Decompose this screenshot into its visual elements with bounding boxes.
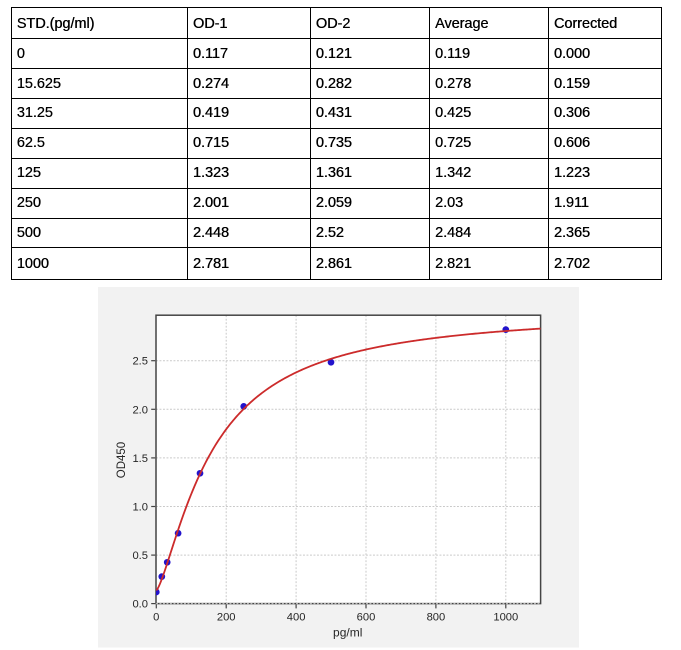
svg-text:1.0: 1.0 [132, 502, 148, 514]
svg-text:2.5: 2.5 [132, 356, 148, 368]
svg-text:400: 400 [287, 611, 306, 623]
svg-text:0.5: 0.5 [132, 550, 148, 562]
svg-text:pg/ml: pg/ml [333, 626, 362, 640]
svg-text:0.0: 0.0 [132, 599, 148, 611]
svg-text:200: 200 [217, 611, 236, 623]
svg-text:1000: 1000 [493, 611, 518, 623]
svg-text:1.5: 1.5 [132, 453, 148, 465]
svg-text:0: 0 [153, 611, 159, 623]
svg-text:OD450: OD450 [116, 442, 128, 478]
svg-text:2.0: 2.0 [132, 404, 148, 416]
svg-text:600: 600 [357, 611, 376, 623]
svg-text:800: 800 [427, 611, 446, 623]
